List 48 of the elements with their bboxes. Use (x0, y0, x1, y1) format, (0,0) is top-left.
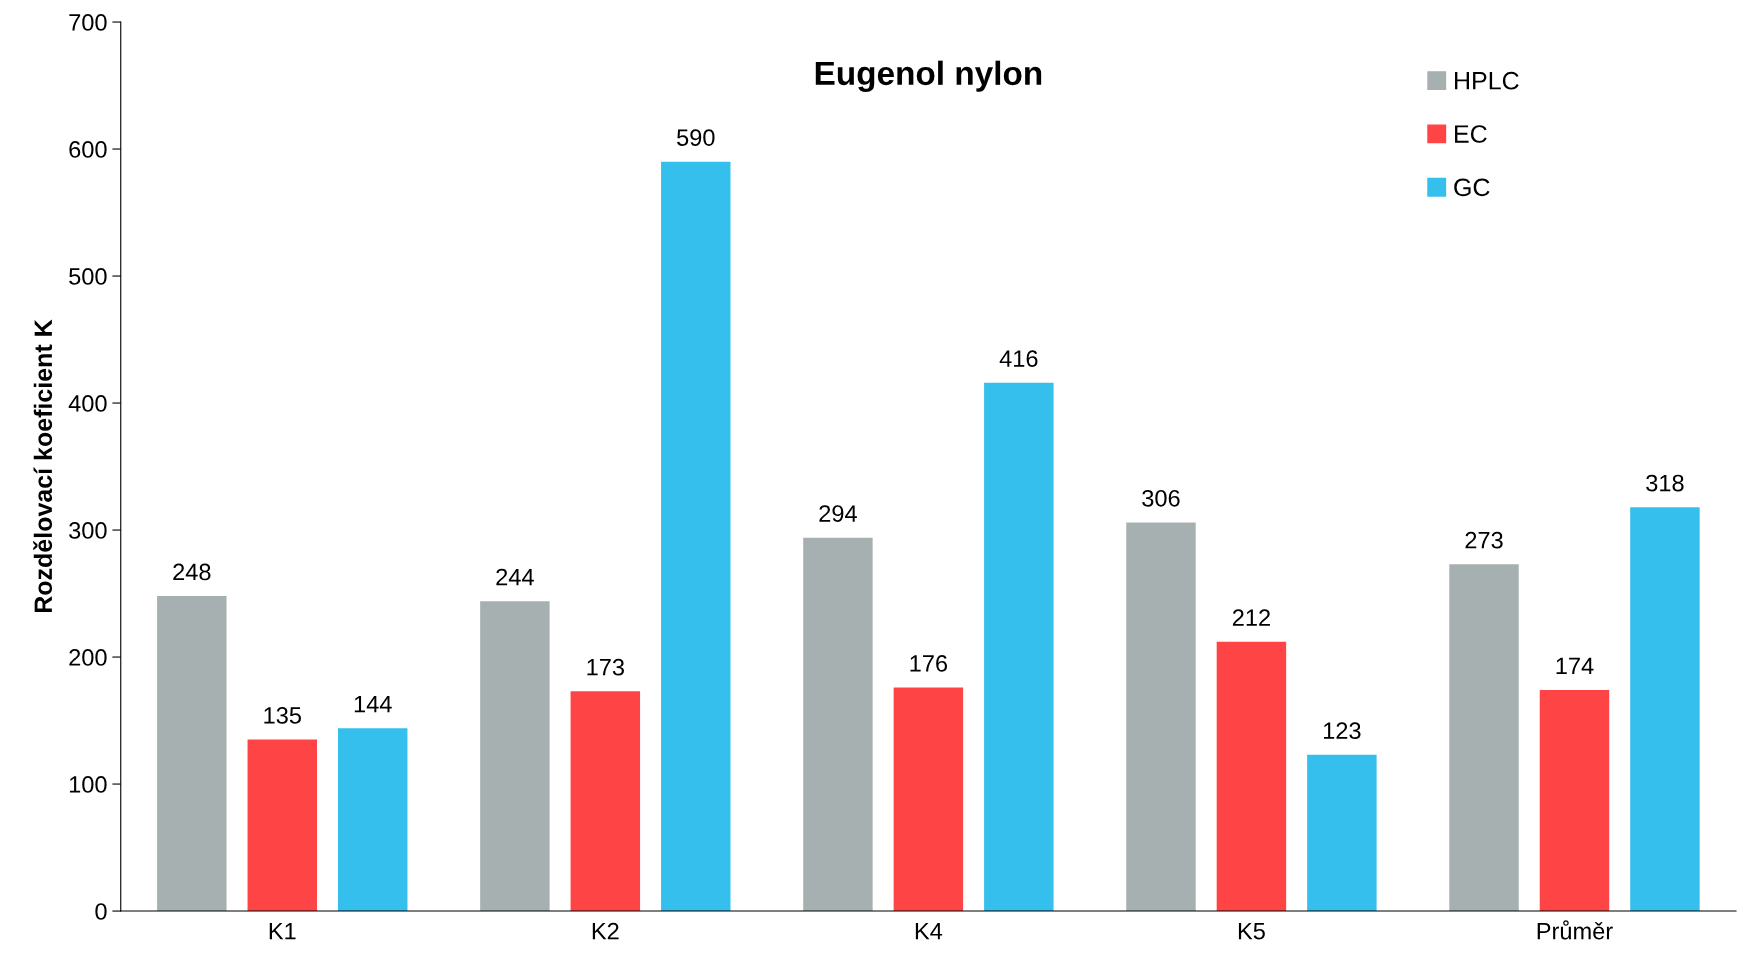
bar (803, 537, 873, 912)
data-label: 174 (1556, 657, 1594, 675)
data-label: 306 (1142, 489, 1180, 507)
bar (1630, 507, 1700, 912)
y-tick-label: 200 (69, 649, 107, 666)
x-tick-label: Průměr (1537, 920, 1613, 940)
text: Eugenol nylon (815, 60, 1042, 92)
bar (1449, 564, 1519, 912)
data-label: 318 (1646, 474, 1684, 492)
bar (247, 739, 317, 912)
x-tick-label: K5 (1238, 923, 1265, 940)
x-tick-label: K4 (915, 923, 943, 940)
data-label: 144 (354, 695, 392, 713)
data-label: 135 (264, 707, 301, 724)
legend-label: GC (1454, 178, 1490, 197)
data-label: 212 (1232, 609, 1270, 626)
bar (338, 728, 408, 912)
bar (1307, 754, 1377, 912)
legend-label: EC (1455, 125, 1487, 143)
data-label: 416 (999, 350, 1038, 367)
data-label: 244 (496, 568, 534, 586)
data-label: 248 (173, 563, 211, 581)
y-tick-label: 500 (69, 268, 107, 285)
bar (1126, 522, 1196, 912)
y-tick-label: 700 (69, 14, 107, 31)
data-label: 590 (677, 129, 715, 146)
x-tick-label: K2 (592, 922, 619, 940)
x-tick-label: K1 (269, 923, 296, 940)
y-tick-label: 0 (95, 903, 107, 920)
bar (1539, 690, 1610, 912)
bar (570, 691, 641, 912)
bar (984, 382, 1054, 912)
data-label: 173 (587, 658, 624, 676)
y-axis-title: Rozdělovací koeficient K (33, 319, 53, 613)
bar (157, 596, 227, 912)
bar (1216, 641, 1287, 912)
bar (661, 161, 731, 912)
legend-label: HPLC (1455, 71, 1519, 90)
y-tick-label: 300 (69, 522, 107, 539)
bar (893, 687, 964, 912)
data-label: 294 (819, 505, 857, 522)
y-tick-label: 100 (69, 776, 107, 793)
y-tick-label: 600 (69, 141, 107, 158)
data-label: 123 (1323, 722, 1361, 740)
data-label: 176 (910, 655, 948, 672)
bar (480, 601, 550, 912)
y-tick-label: 400 (68, 395, 107, 412)
data-label: 273 (1465, 531, 1503, 549)
